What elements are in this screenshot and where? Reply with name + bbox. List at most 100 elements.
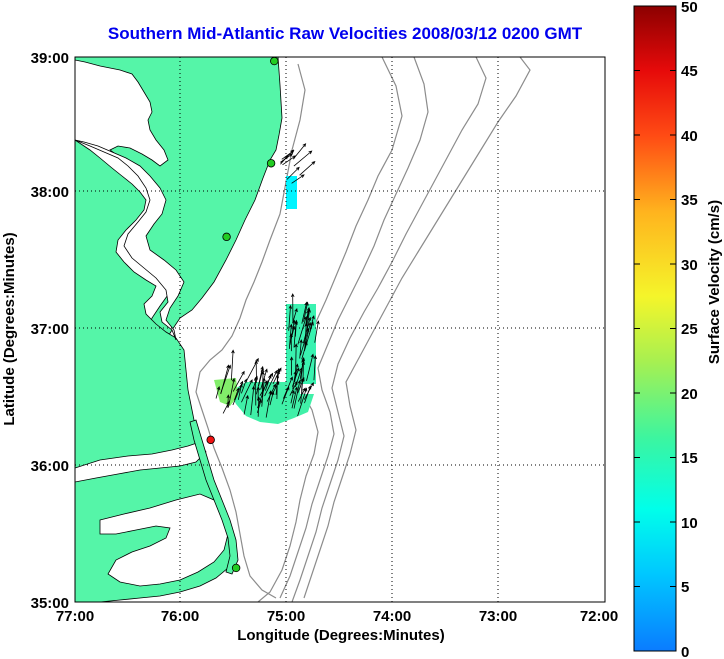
velocity-arrow <box>281 150 295 160</box>
velocity-arrow <box>237 383 243 400</box>
station-marker <box>266 159 276 168</box>
velocity-arrow <box>297 387 308 417</box>
plot-area <box>75 57 605 602</box>
colorbar-tick-label: 25 <box>681 321 698 338</box>
velocity-arrow <box>258 368 265 387</box>
colorbar-tick-label: 0 <box>681 644 689 659</box>
velocity-arrow <box>269 390 275 406</box>
velocity-arrow <box>253 376 258 406</box>
x-tick-labels: 77:00 76:00 75:00 74:00 73:00 72:00 <box>56 608 618 625</box>
velocity-arrow <box>301 360 306 379</box>
velocity-arrow <box>281 386 290 405</box>
velocity-arrow <box>260 368 268 390</box>
colorbar-tick-label: 5 <box>681 579 689 596</box>
velocity-arrow <box>243 394 249 415</box>
y-tick-label: 37:00 <box>31 321 69 338</box>
station-marker <box>222 232 231 242</box>
velocity-arrow <box>293 150 313 167</box>
velocity-arrow <box>294 343 298 374</box>
velocity-arrow <box>257 398 263 413</box>
velocity-arrow <box>302 316 312 344</box>
station-marker <box>270 57 279 66</box>
velocity-arrow <box>291 386 299 409</box>
x-tick-label: 72:00 <box>580 608 618 625</box>
chesapeake-bay <box>75 139 185 341</box>
y-tick-label: 35:00 <box>31 595 69 612</box>
velocity-arrow <box>250 385 256 416</box>
colorbar-tick-label: 35 <box>681 192 698 209</box>
colorbar-tick-label: 10 <box>681 515 698 532</box>
velocity-arrow <box>305 309 310 327</box>
velocity-arrow <box>289 380 298 396</box>
x-axis-label: Longitude (Degrees:Minutes) <box>237 627 445 644</box>
velocity-arrow <box>264 369 278 397</box>
x-tick-label: 73:00 <box>479 608 517 625</box>
velocity-arrow <box>232 370 245 392</box>
velocity-arrow <box>282 155 297 166</box>
colorbar-tick-label: 50 <box>681 0 698 16</box>
x-tick-label: 77:00 <box>56 608 94 625</box>
velocity-arrow <box>230 349 235 381</box>
velocity-arrow <box>289 356 294 376</box>
velocity-arrow <box>288 304 293 331</box>
velocity-arrow <box>290 293 295 324</box>
velocity-arrow <box>293 379 302 409</box>
velocity-arrow <box>306 353 315 381</box>
velocity-arrow <box>266 383 276 402</box>
pamlico-sound <box>99 493 229 587</box>
velocity-arrow <box>299 339 303 359</box>
velocity-arrow <box>256 386 261 402</box>
velocity-arrow <box>265 374 272 391</box>
station-marker <box>206 435 215 445</box>
velocity-patch-north <box>286 176 297 209</box>
x-tick-label: 74:00 <box>373 608 411 625</box>
y-tick-label: 38:00 <box>31 184 69 201</box>
velocity-arrow <box>286 166 300 180</box>
velocity-arrow <box>291 174 305 184</box>
map-title: Southern Mid-Atlantic Raw Velocities 200… <box>108 24 583 43</box>
velocity-arrow <box>301 301 308 324</box>
colorbar-tick-label: 15 <box>681 450 698 467</box>
x-tick-label: 75:00 <box>267 608 305 625</box>
y-tick-labels: 39:00 38:00 37:00 36:00 35:00 <box>31 50 69 612</box>
station-marker <box>231 563 241 573</box>
velocity-arrow <box>241 378 248 394</box>
colorbar-label: Surface Velocity (cm/s) <box>706 200 723 364</box>
y-axis-label: Latitude (Degrees:Minutes) <box>1 232 18 425</box>
velocity-arrow <box>283 376 293 399</box>
colorbar-tick-label: 40 <box>681 128 698 145</box>
colorbar-gradient <box>633 5 677 652</box>
colorbar-tick-label: 20 <box>681 386 698 403</box>
velocity-arrow <box>227 377 236 408</box>
velocity-arrow <box>280 153 293 163</box>
colorbar-tick-labels: 50 45 40 35 30 25 20 15 10 5 0 <box>681 0 698 659</box>
velocity-vectors <box>215 143 320 418</box>
x-tick-label: 76:00 <box>161 608 199 625</box>
velocity-arrow <box>309 315 315 330</box>
velocity-arrow <box>246 357 259 382</box>
velocity-arrow <box>299 160 316 176</box>
colorbar-tick-label: 30 <box>681 257 698 274</box>
velocity-arrow <box>215 385 221 399</box>
velocity-arrow <box>241 379 253 403</box>
velocity-patch-west <box>214 378 238 406</box>
velocity-arrow <box>292 367 300 387</box>
y-tick-label: 36:00 <box>31 458 69 475</box>
y-tick-label: 39:00 <box>31 50 69 67</box>
velocity-arrow <box>272 367 282 384</box>
velocity-arrow <box>220 364 232 394</box>
colorbar-tick-label: 45 <box>681 63 698 80</box>
velocity-arrow <box>297 377 305 394</box>
grid <box>75 57 605 602</box>
velocity-arrow <box>293 320 298 348</box>
stations <box>206 57 279 573</box>
velocity-arrow <box>314 320 320 343</box>
colorbar: 50 45 40 35 30 25 20 15 10 5 0 Surface V… <box>633 0 723 659</box>
velocity-arrow <box>290 389 295 404</box>
plot-frame <box>74 56 606 603</box>
velocity-arrow <box>289 325 296 345</box>
velocity-arrow <box>313 355 317 381</box>
velocity-arrow <box>292 308 298 323</box>
velocity-arrow <box>226 394 230 408</box>
